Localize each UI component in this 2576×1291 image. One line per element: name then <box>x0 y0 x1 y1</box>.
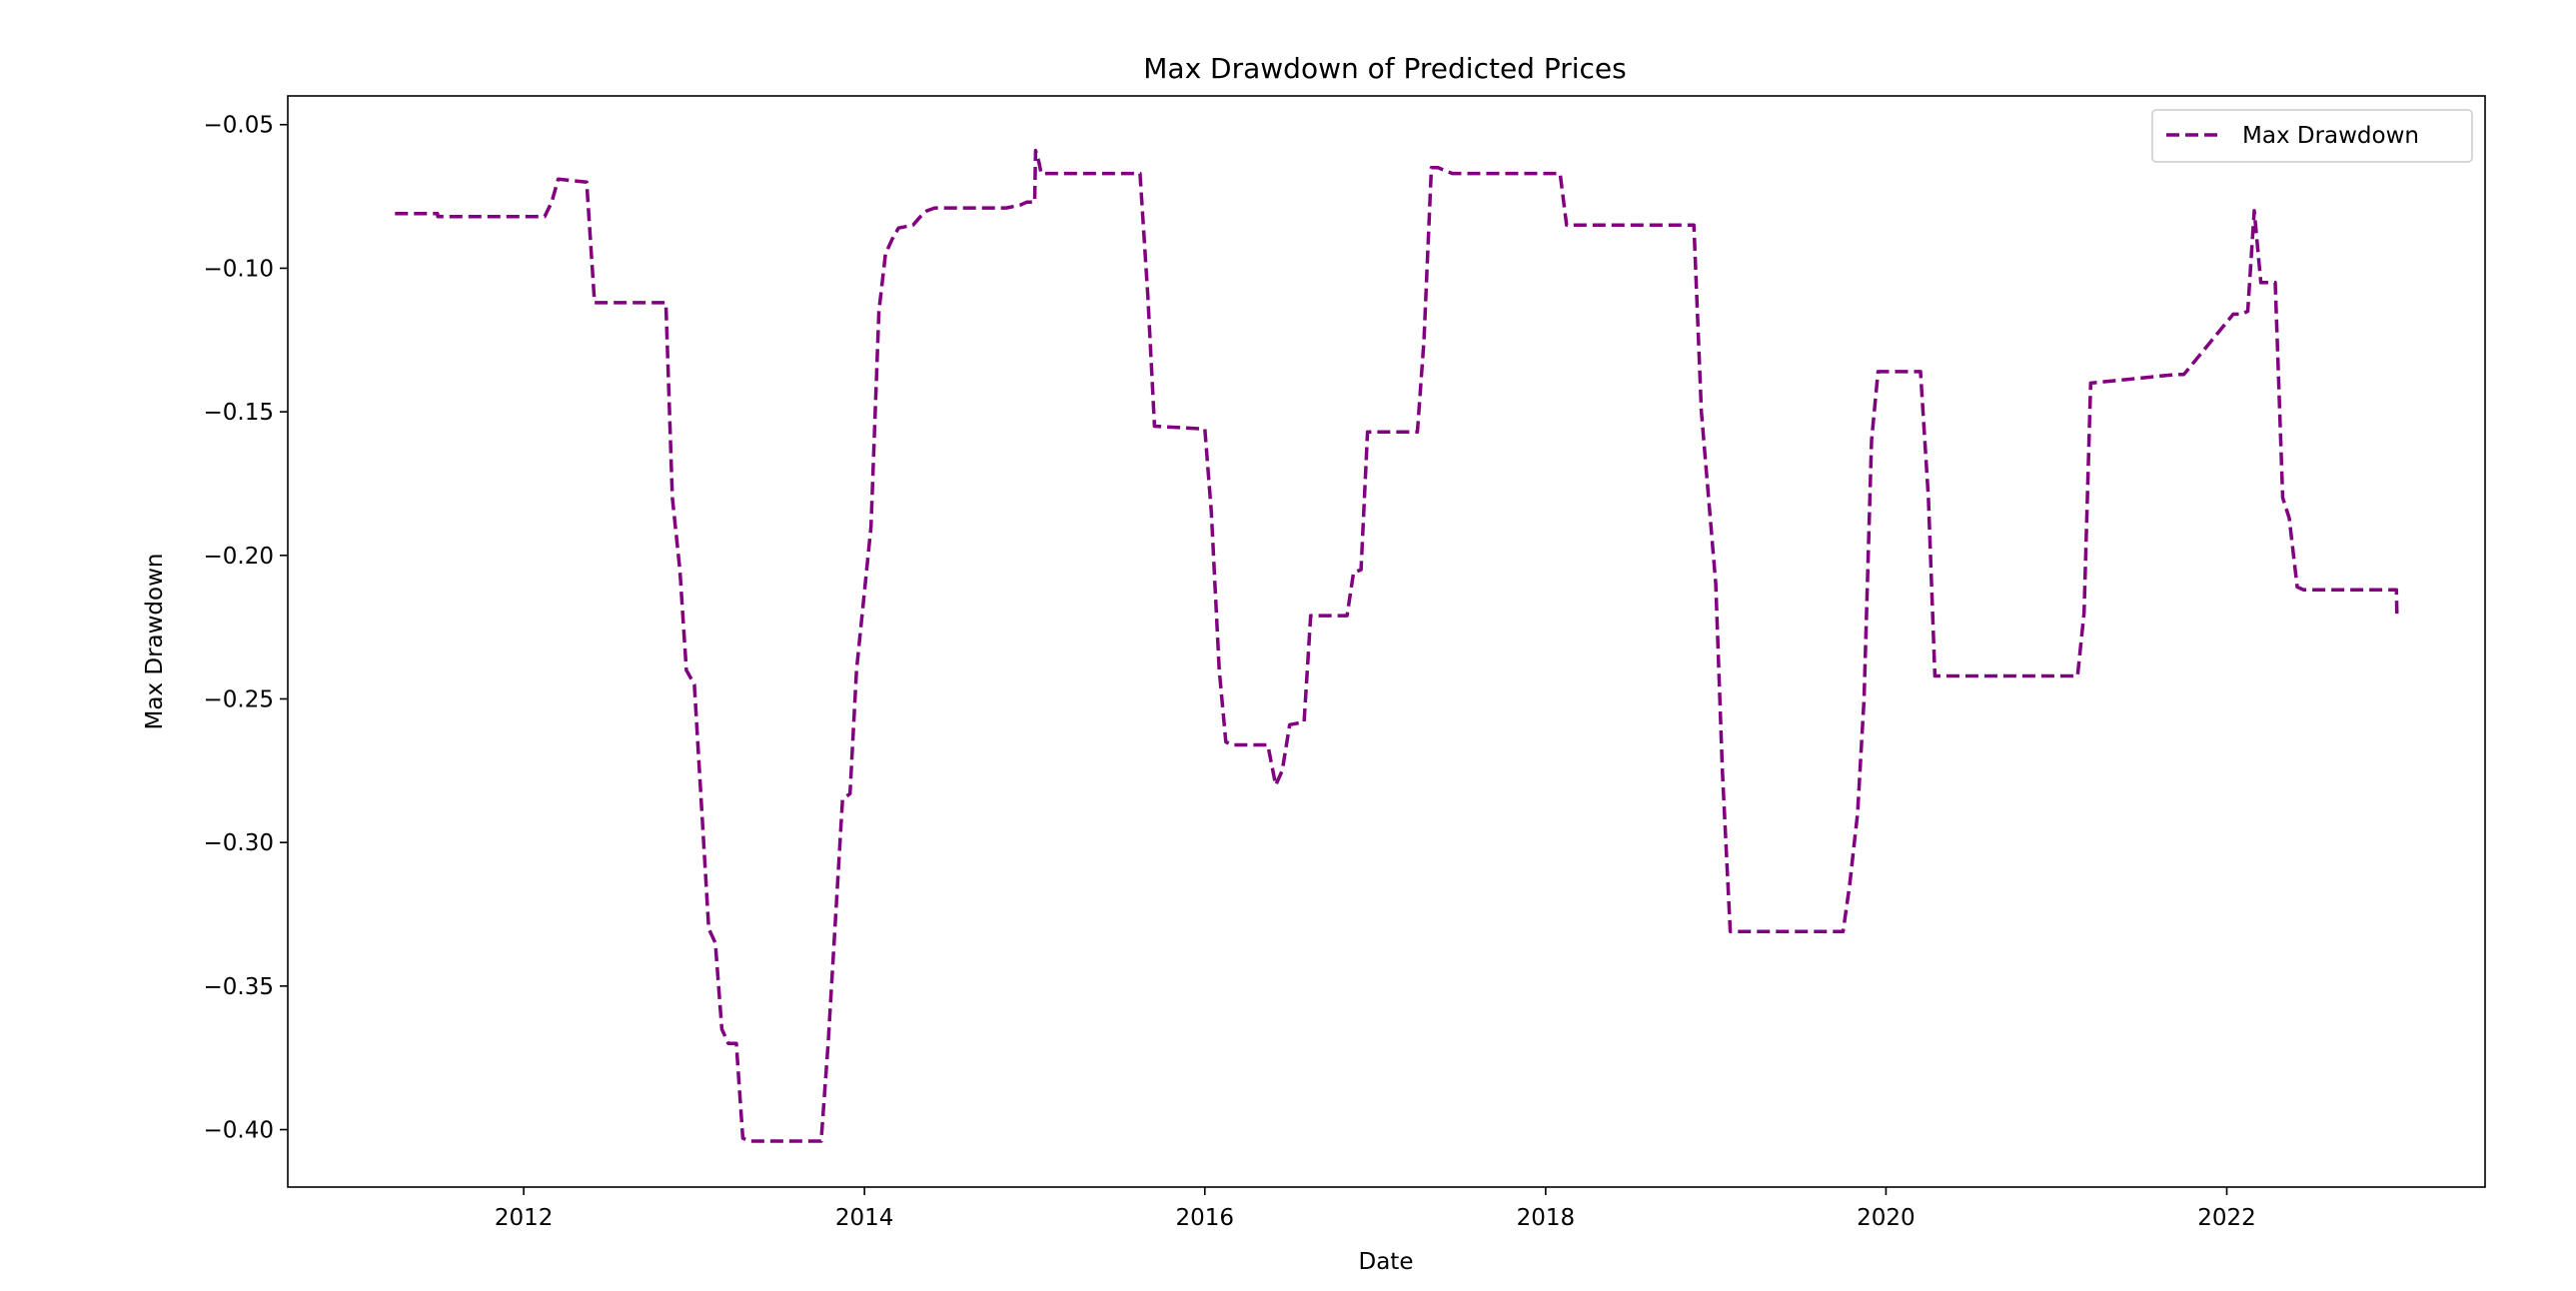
y-tick-label: −0.35 <box>204 974 274 1000</box>
y-tick-label: −0.30 <box>204 830 274 856</box>
x-tick-label: 2016 <box>1175 1205 1234 1231</box>
y-tick-label: −0.05 <box>204 113 274 139</box>
x-tick-label: 2018 <box>1517 1205 1576 1231</box>
y-tick-label: −0.15 <box>204 400 274 426</box>
y-tick-label: −0.40 <box>204 1118 274 1144</box>
legend-box <box>2151 109 2473 163</box>
series-line-max-drawdown <box>395 148 2399 1143</box>
x-tick-label: 2022 <box>2197 1205 2256 1231</box>
x-axis-label: Date <box>1359 1249 1414 1275</box>
x-tick-label: 2012 <box>495 1205 554 1231</box>
legend: Max Drawdown <box>2151 109 2473 163</box>
plot-content <box>395 148 2399 1143</box>
legend-label: Max Drawdown <box>2242 123 2419 149</box>
x-tick-label: 2020 <box>1857 1205 1916 1231</box>
x-tick-label: 2014 <box>835 1205 894 1231</box>
plot-frame <box>287 95 2486 1188</box>
y-axis-label: Max Drawdown <box>142 554 168 730</box>
y-tick-label: −0.10 <box>204 256 274 282</box>
chart-title: Max Drawdown of Predicted Prices <box>1143 52 1627 85</box>
y-tick-label: −0.25 <box>204 686 274 712</box>
x-axis-ticks: 2012 2014 2016 2018 2020 2022 <box>495 1187 2256 1231</box>
y-axis-ticks: −0.05 −0.10 −0.15 −0.20 −0.25 −0.30 −0.35 −0.40 <box>204 113 288 1144</box>
y-tick-label: −0.20 <box>204 544 274 570</box>
